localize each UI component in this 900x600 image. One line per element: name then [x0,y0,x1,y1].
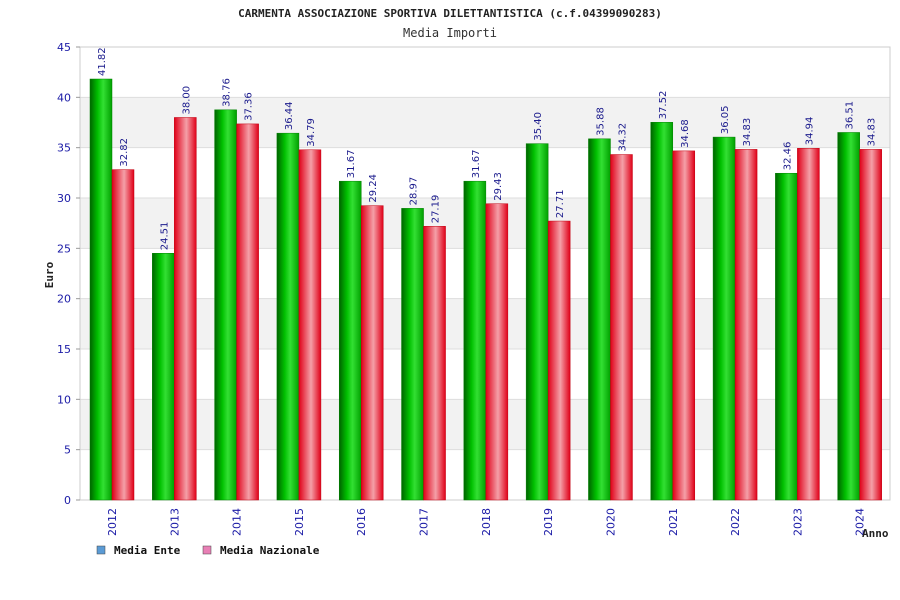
x-tick-label: 2017 [418,508,431,536]
data-label: 34.68 [680,119,691,148]
y-tick-label: 40 [57,91,71,104]
data-label: 29.24 [368,174,379,203]
grid-band [80,97,890,148]
bar-media-ente-2012 [89,78,113,501]
bar-media-ente-2021 [650,122,674,501]
chart-title: CARMENTA ASSOCIAZIONE SPORTIVA DILETTANT… [238,7,662,20]
x-tick-label: 2012 [106,508,119,536]
data-label: 36.44 [284,102,295,131]
data-label: 28.97 [409,177,420,206]
data-label: 37.36 [244,92,255,121]
data-label: 35.40 [533,112,544,141]
bar-media-ente-2020 [588,138,611,501]
bar-media-ente-2013 [152,253,175,501]
data-label: 36.05 [720,105,731,134]
bar-media-ente-2018 [463,180,487,501]
data-label: 34.79 [306,118,317,147]
bar-media-ente-2019 [525,143,549,501]
bar-media-nazionale-2012 [111,169,135,501]
bar-media-nazionale-2013 [174,117,197,501]
data-label: 38.76 [222,78,233,107]
x-tick-label: 2019 [542,508,555,536]
legend: Media Ente Media Nazionale [96,544,320,557]
data-label: 27.19 [431,195,442,224]
bar-media-nazionale-2023 [797,148,820,501]
data-label: 32.46 [782,142,793,171]
data-label: 34.83 [867,118,878,147]
bar-media-ente-2014 [214,109,237,501]
y-tick-label: 30 [57,192,71,205]
bar-media-ente-2022 [712,136,736,501]
data-label: 27.71 [555,189,566,218]
y-tick-label: 25 [57,242,71,255]
x-tick-label: 2022 [729,508,742,536]
bar-media-nazionale-2020 [610,154,633,501]
x-tick-label: 2023 [791,508,804,536]
data-label: 24.51 [159,222,170,251]
y-tick-label: 5 [64,444,71,457]
data-label: 31.67 [346,150,357,179]
chart-subtitle: Media Importi [403,26,497,40]
bar-media-nazionale-2017 [423,226,446,501]
bar-media-ente-2023 [775,172,798,501]
x-tick-label: 2021 [667,508,680,536]
bar-media-nazionale-2024 [859,149,882,501]
data-label: 41.82 [97,47,108,76]
data-label: 35.88 [595,107,606,136]
y-tick-label: 15 [57,343,71,356]
legend-swatch [202,545,212,555]
bar-media-nazionale-2016 [360,205,384,501]
y-axis-label: Euro [43,261,56,288]
y-tick-label: 10 [57,393,71,406]
x-tick-label: 2016 [355,508,368,536]
x-axis: 2012 2013 2014 2015 2016 2017 2018 2019 2020 2021… [106,508,867,536]
bar-media-nazionale-2014 [236,123,259,501]
bars-group: 41.82 32.82 24.51 38.00 38.76 37.36 36.44 34.79… [89,47,882,501]
x-axis-label: Anno [862,527,889,540]
bar-media-nazionale-2022 [734,149,758,501]
bar-media-nazionale-2019 [547,220,571,501]
y-tick-label: 35 [57,142,71,155]
legend-swatch [96,545,106,555]
data-label: 36.51 [845,101,856,130]
data-label: 38.00 [181,86,192,115]
y-tick-label: 45 [57,41,71,54]
x-tick-label: 2020 [604,508,617,536]
bar-media-ente-2016 [338,180,362,501]
y-tick-label: 20 [57,293,71,306]
x-tick-label: 2024 [854,508,867,536]
data-label: 34.83 [742,118,753,147]
bar-media-nazionale-2015 [298,149,322,501]
legend-label: Media Nazionale [220,544,320,557]
data-label: 29.43 [493,172,504,201]
data-label: 34.94 [804,117,815,146]
grid-band [80,47,890,98]
bar-media-nazionale-2021 [672,150,696,501]
data-label: 37.52 [658,91,669,120]
bar-media-ente-2024 [837,132,860,501]
x-tick-label: 2013 [168,508,181,536]
y-tick-label: 0 [64,494,71,507]
legend-label: Media Ente [114,544,181,557]
x-tick-label: 2018 [480,508,493,536]
data-label: 31.67 [471,150,482,179]
y-axis: 0 5 10 15 20 25 30 35 40 45 [57,41,80,507]
bar-media-nazionale-2018 [485,203,509,501]
bar-media-ente-2017 [401,208,424,501]
data-label: 34.32 [617,123,628,152]
x-tick-label: 2015 [293,508,306,536]
x-tick-label: 2014 [231,508,244,536]
bar-media-ente-2015 [276,132,300,501]
data-label: 32.82 [119,138,130,167]
